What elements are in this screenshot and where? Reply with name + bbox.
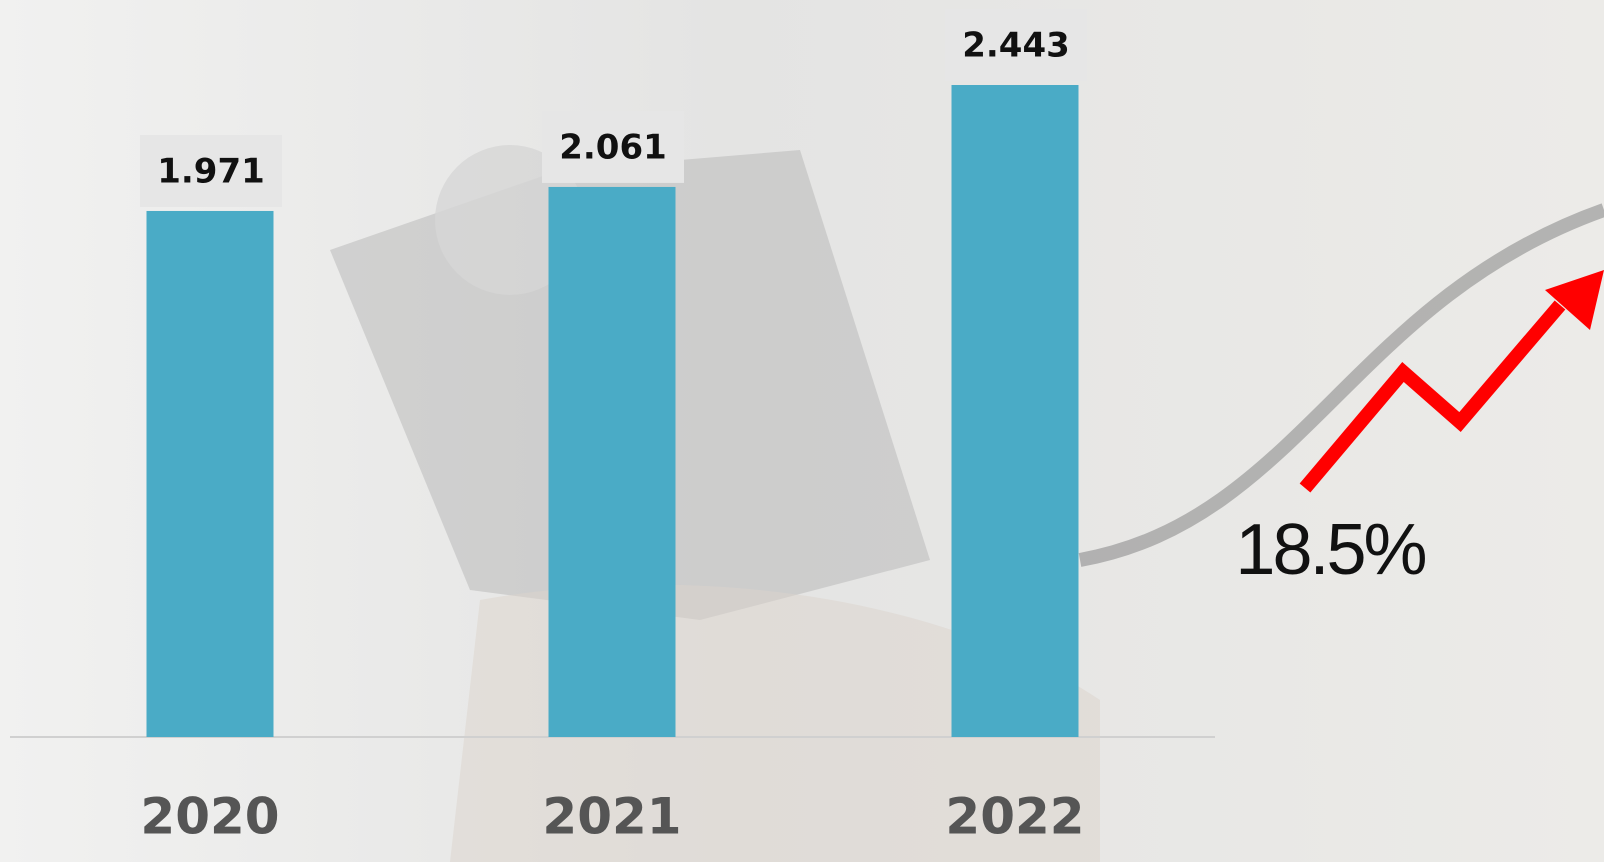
value-label-box (140, 134, 282, 207)
annotation: 18.5% (1235, 510, 1425, 590)
value-label-box (542, 110, 684, 183)
value-label: 1.971 (157, 151, 265, 191)
x-tick-label: 2022 (945, 788, 1084, 846)
x-tick-label: 2020 (140, 788, 279, 846)
bar (951, 85, 1079, 737)
bar (548, 186, 676, 737)
trend-arrow-head (1545, 270, 1604, 330)
value-label: 2.061 (559, 127, 667, 167)
background-shape (1078, 203, 1604, 567)
bar (146, 210, 274, 737)
x-tick-label: 2021 (542, 788, 681, 846)
value-label-box (945, 9, 1087, 81)
value-label: 2.443 (962, 26, 1070, 66)
trend-arrow (1299, 300, 1566, 493)
